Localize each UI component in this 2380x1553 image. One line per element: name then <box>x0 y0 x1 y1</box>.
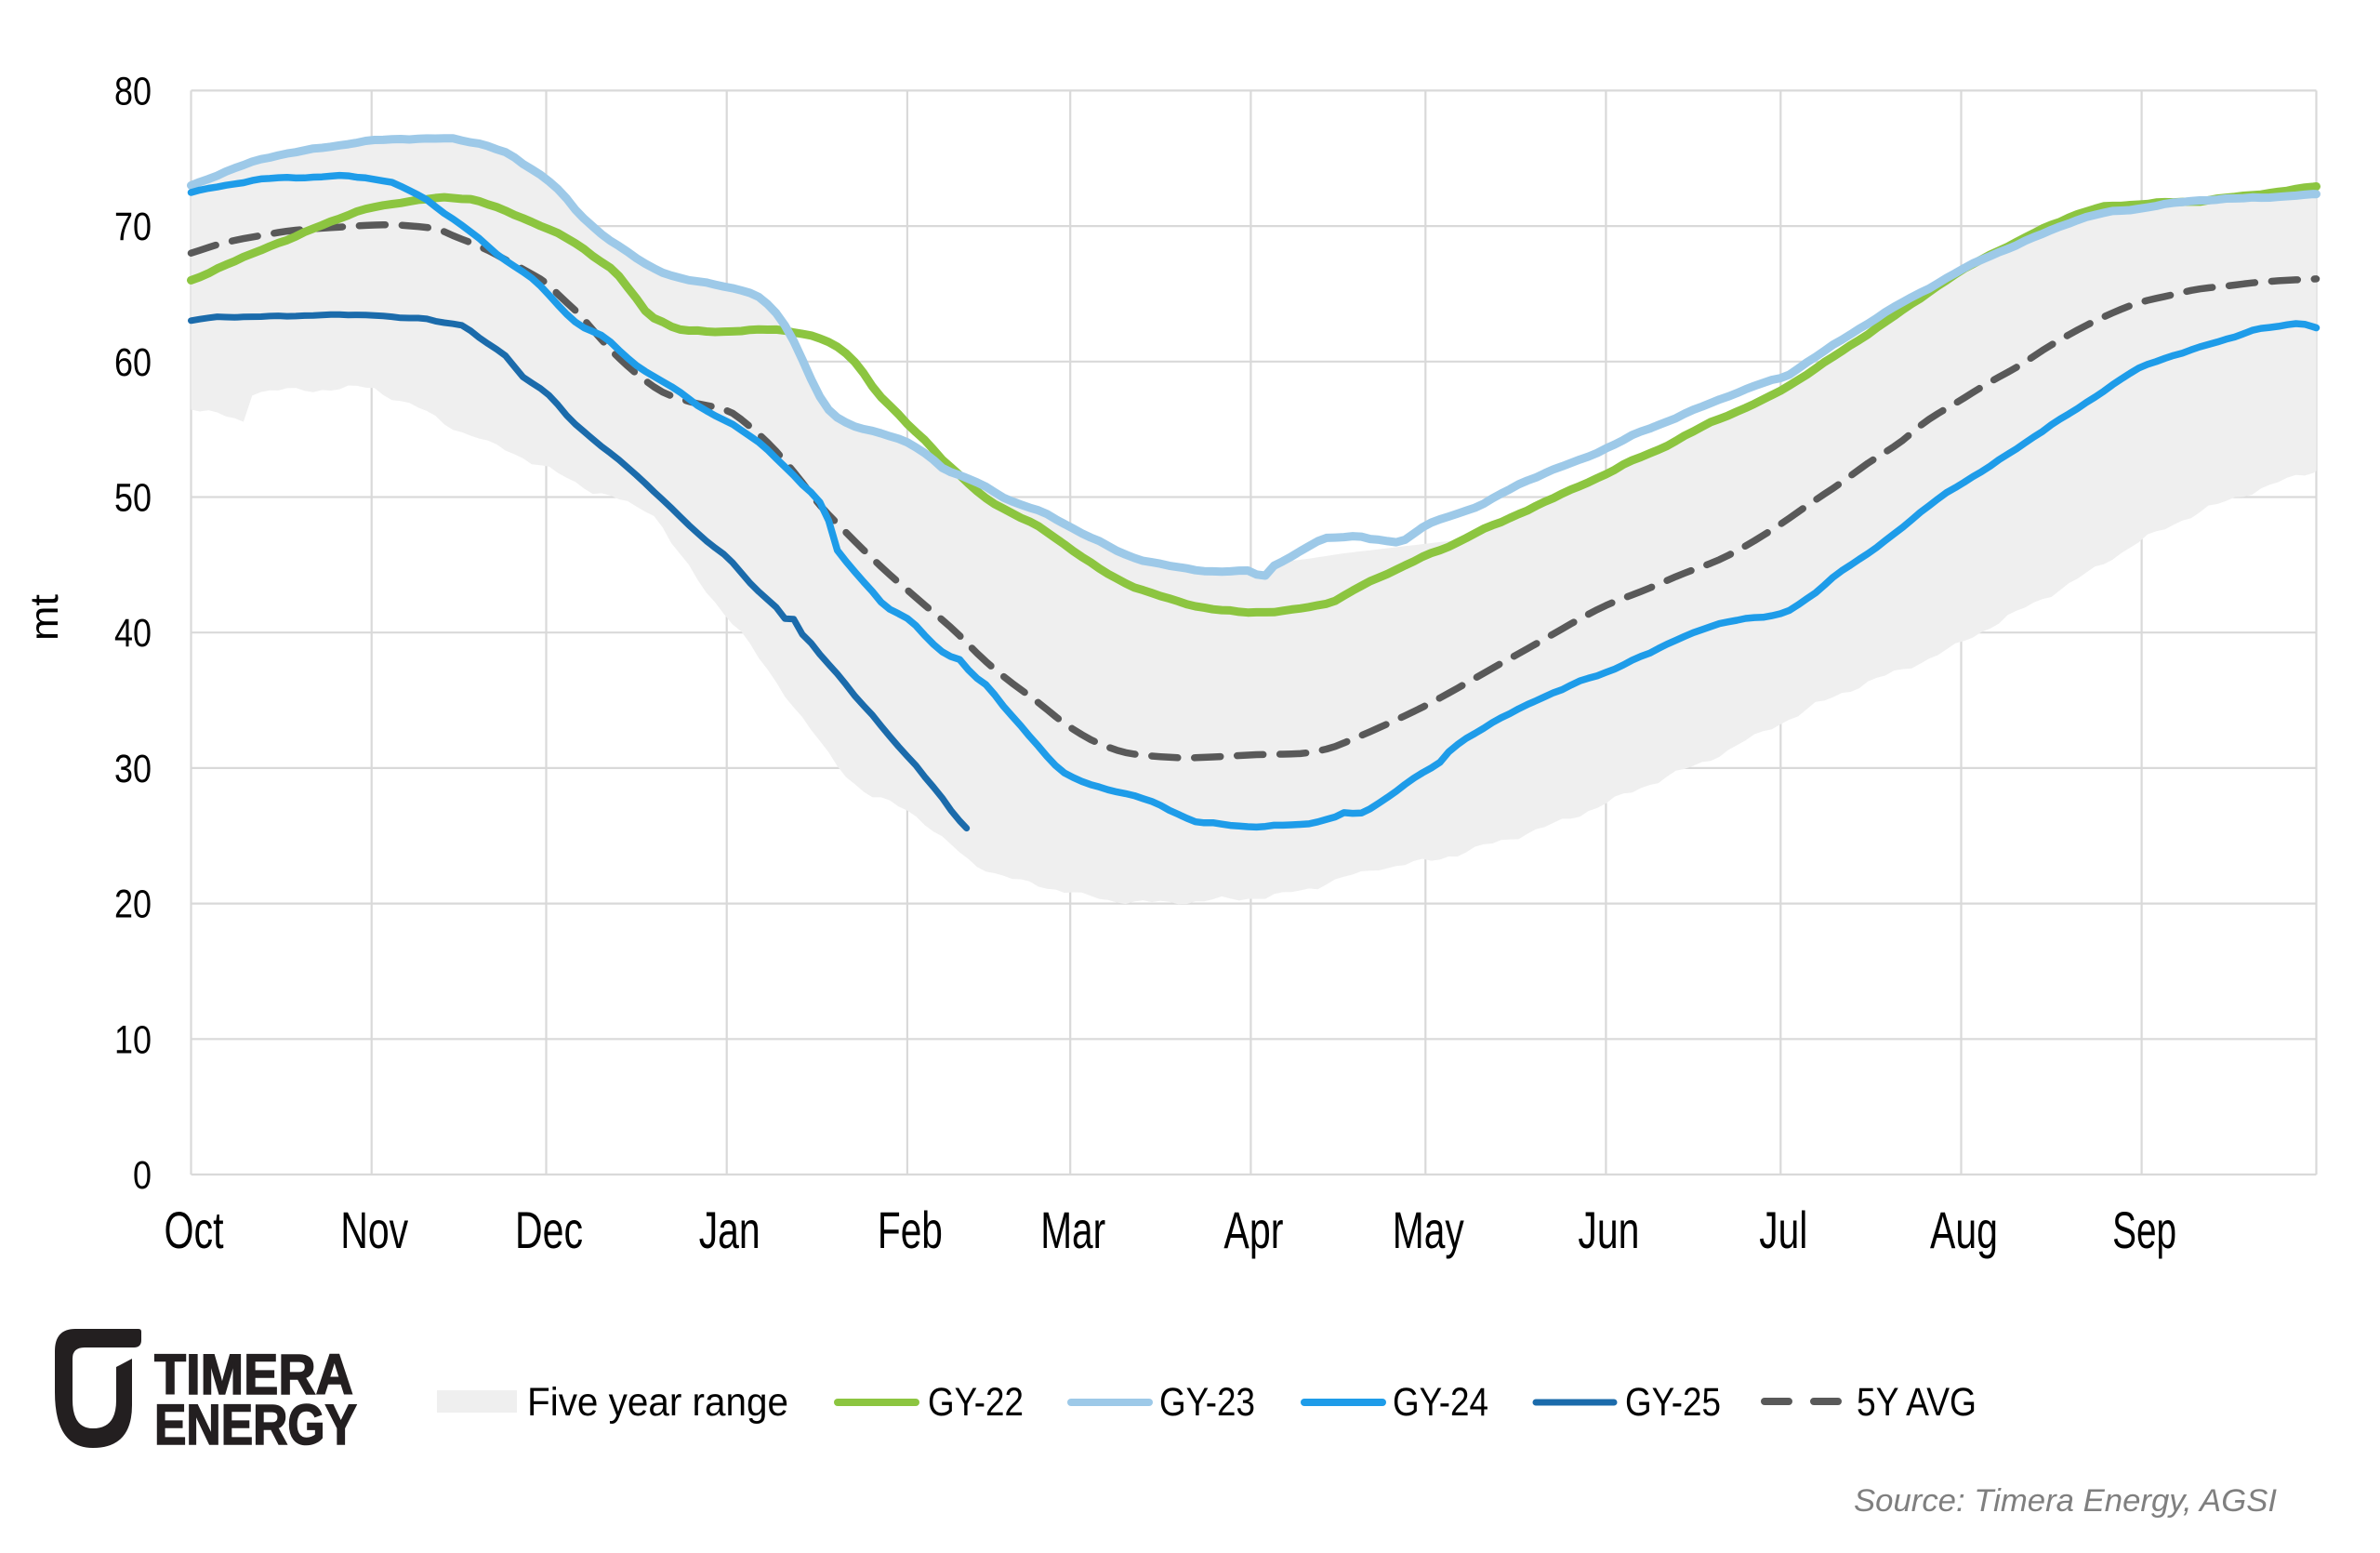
svg-text:Sep: Sep <box>2112 1201 2176 1259</box>
svg-text:Aug: Aug <box>1930 1201 1998 1259</box>
svg-text:GY-24: GY-24 <box>1393 1380 1488 1425</box>
svg-text:Mar: Mar <box>1040 1201 1105 1259</box>
svg-text:50: 50 <box>114 476 152 521</box>
svg-text:40: 40 <box>114 611 152 656</box>
svg-text:mt: mt <box>22 594 67 641</box>
svg-text:Jul: Jul <box>1759 1201 1807 1259</box>
svg-text:GY-23: GY-23 <box>1159 1380 1255 1425</box>
svg-text:5Y AVG: 5Y AVG <box>1857 1380 1977 1425</box>
svg-text:Dec: Dec <box>515 1201 583 1259</box>
svg-text:Feb: Feb <box>878 1201 943 1259</box>
svg-text:ENERGY: ENERGY <box>154 1393 357 1456</box>
svg-text:May: May <box>1393 1201 1464 1259</box>
svg-text:10: 10 <box>114 1017 152 1062</box>
svg-text:Jun: Jun <box>1578 1201 1639 1259</box>
svg-text:Apr: Apr <box>1223 1201 1283 1259</box>
svg-text:GY-25: GY-25 <box>1625 1380 1721 1425</box>
svg-text:Five year range: Five year range <box>527 1380 788 1425</box>
svg-text:80: 80 <box>114 69 152 113</box>
svg-text:Oct: Oct <box>165 1201 224 1259</box>
svg-text:GY-22: GY-22 <box>928 1380 1024 1425</box>
svg-text:0: 0 <box>133 1153 152 1198</box>
svg-text:30: 30 <box>114 747 152 791</box>
svg-text:TIMERA: TIMERA <box>154 1343 353 1406</box>
svg-text:Nov: Nov <box>340 1201 408 1259</box>
svg-text:Source: Timera Energy, AGSI: Source: Timera Energy, AGSI <box>1854 1483 2278 1519</box>
svg-text:20: 20 <box>114 883 152 927</box>
svg-text:60: 60 <box>114 340 152 385</box>
svg-text:Jan: Jan <box>699 1201 760 1259</box>
svg-text:70: 70 <box>114 205 152 249</box>
